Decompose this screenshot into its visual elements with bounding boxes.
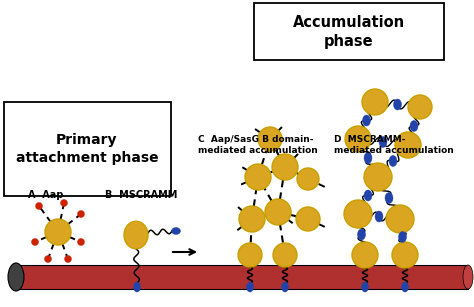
Circle shape — [64, 255, 72, 262]
Text: Primary
attachment phase: Primary attachment phase — [16, 133, 158, 165]
Circle shape — [352, 242, 378, 268]
Ellipse shape — [282, 282, 289, 292]
Circle shape — [265, 199, 291, 225]
Circle shape — [408, 95, 432, 119]
Ellipse shape — [364, 153, 372, 164]
Text: B  MSCRAMM: B MSCRAMM — [105, 190, 177, 200]
Circle shape — [258, 127, 282, 151]
Circle shape — [239, 206, 265, 232]
Circle shape — [272, 154, 298, 180]
Text: C  Aap/SasG B domain-
mediated accumulation: C Aap/SasG B domain- mediated accumulati… — [198, 135, 318, 155]
Circle shape — [392, 242, 418, 268]
Text: Accumulation
phase: Accumulation phase — [293, 15, 405, 49]
Circle shape — [345, 126, 371, 152]
Circle shape — [61, 200, 67, 207]
Circle shape — [36, 203, 43, 209]
Ellipse shape — [410, 121, 418, 131]
FancyBboxPatch shape — [4, 102, 171, 196]
Ellipse shape — [124, 221, 148, 249]
Ellipse shape — [375, 211, 383, 222]
Ellipse shape — [364, 190, 372, 201]
Circle shape — [344, 200, 372, 228]
Ellipse shape — [8, 263, 24, 291]
Circle shape — [78, 211, 84, 217]
Circle shape — [395, 132, 421, 158]
Circle shape — [362, 89, 388, 115]
Bar — [16, 265, 468, 289]
Circle shape — [296, 207, 320, 231]
Ellipse shape — [379, 137, 387, 147]
FancyBboxPatch shape — [254, 3, 444, 60]
Ellipse shape — [463, 265, 473, 289]
Ellipse shape — [246, 282, 254, 292]
Ellipse shape — [362, 282, 368, 292]
Circle shape — [297, 168, 319, 190]
Circle shape — [364, 163, 392, 191]
Circle shape — [45, 219, 71, 245]
Ellipse shape — [399, 231, 407, 243]
Circle shape — [238, 243, 262, 267]
Ellipse shape — [393, 99, 401, 110]
Circle shape — [386, 205, 414, 233]
Circle shape — [273, 243, 297, 267]
Ellipse shape — [385, 192, 393, 204]
Ellipse shape — [134, 282, 140, 292]
Circle shape — [31, 239, 38, 246]
Circle shape — [78, 239, 84, 246]
Ellipse shape — [389, 156, 397, 166]
Text: A  Aap: A Aap — [28, 190, 64, 200]
Ellipse shape — [363, 115, 371, 126]
Circle shape — [45, 255, 52, 262]
Ellipse shape — [401, 282, 409, 292]
Text: D  MSCRAMM-
mediated accumulation: D MSCRAMM- mediated accumulation — [334, 135, 454, 155]
Circle shape — [245, 164, 271, 190]
Ellipse shape — [357, 229, 365, 240]
Ellipse shape — [172, 227, 181, 235]
